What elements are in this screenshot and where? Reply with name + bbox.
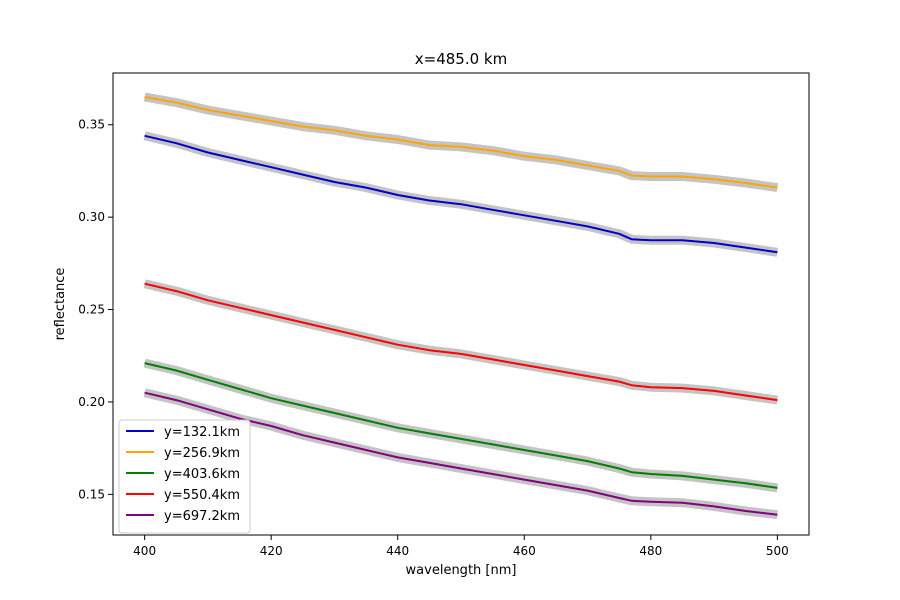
series-line-3 bbox=[144, 282, 778, 402]
legend-label-0: y=132.1km bbox=[164, 425, 240, 440]
series-line-1 bbox=[144, 96, 778, 189]
legend-box bbox=[118, 419, 251, 534]
y-axis-ticks: 0.15 0.20 0.25 0.30 0.35 bbox=[78, 118, 113, 501]
y-axis-label: reflectance bbox=[53, 268, 68, 341]
y-tick-label: 0.30 bbox=[78, 210, 105, 224]
series-lines bbox=[144, 96, 778, 516]
legend-label-3: y=550.4km bbox=[164, 488, 240, 503]
x-tick-label: 460 bbox=[513, 544, 536, 558]
y-tick-label: 0.25 bbox=[78, 303, 105, 317]
legend-label-4: y=697.2km bbox=[164, 509, 240, 524]
series-line-0 bbox=[144, 134, 778, 254]
x-tick-label: 400 bbox=[133, 544, 156, 558]
x-axis-label: wavelength [nm] bbox=[406, 563, 517, 578]
x-tick-label: 500 bbox=[766, 544, 789, 558]
legend-label-2: y=403.6km bbox=[164, 467, 240, 482]
x-tick-label: 480 bbox=[639, 544, 662, 558]
series-line-2 bbox=[144, 362, 778, 489]
y-tick-label: 0.15 bbox=[78, 487, 105, 501]
x-axis-ticks: 400 420 440 460 480 500 bbox=[133, 535, 789, 558]
x-tick-label: 420 bbox=[260, 544, 283, 558]
legend-label-1: y=256.9km bbox=[164, 446, 240, 461]
legend: y=132.1km y=256.9km y=403.6km y=550.4km y=69… bbox=[118, 419, 251, 534]
y-tick-label: 0.20 bbox=[78, 395, 105, 409]
y-tick-label: 0.35 bbox=[78, 118, 105, 132]
series-line-4 bbox=[144, 391, 778, 516]
x-tick-label: 440 bbox=[386, 544, 409, 558]
plot-frame bbox=[112, 72, 810, 536]
chart-title: x=485.0 km bbox=[415, 50, 507, 68]
